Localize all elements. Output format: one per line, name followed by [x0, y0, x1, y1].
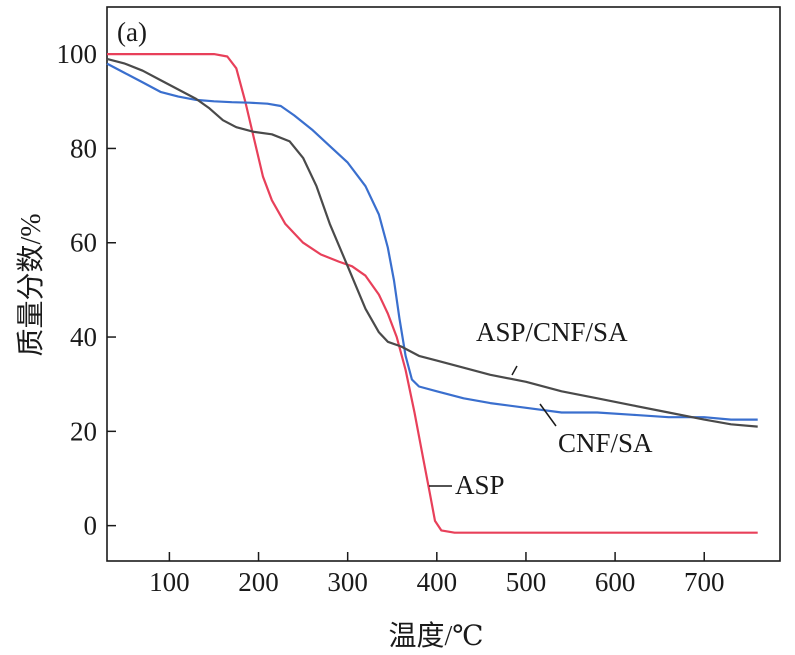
annotation-label: CNF/SA — [558, 428, 653, 458]
series-line-asp — [107, 53, 758, 534]
y-tick-label: 100 — [57, 39, 98, 69]
annotation-leader — [539, 403, 557, 427]
plot-frame — [106, 6, 781, 562]
y-tick-label: 60 — [70, 228, 97, 258]
series-line-cnf-sa — [106, 62, 758, 421]
x-axis: 100 200 300 400 500 600 700 — [149, 552, 724, 597]
annotation-label: ASP — [455, 470, 505, 500]
x-tick-label: 200 — [238, 567, 279, 597]
y-tick-label: 0 — [84, 511, 98, 541]
x-tick-label: 400 — [417, 567, 458, 597]
series-lines — [106, 53, 758, 534]
annotation-label: ASP/CNF/SA — [476, 317, 628, 347]
x-tick-label: 300 — [327, 567, 368, 597]
y-tick-label: 40 — [70, 322, 97, 352]
series-line-asp-cnf-sa — [106, 57, 758, 428]
x-tick-label: 100 — [149, 567, 190, 597]
x-tick-label: 500 — [506, 567, 547, 597]
y-axis-label: 质量分数/% — [15, 213, 47, 356]
annotations: ASP/CNF/SA CNF/SA ASP — [429, 317, 653, 500]
y-axis: 0 20 40 60 80 100 — [57, 39, 116, 541]
x-tick-label: 700 — [684, 567, 725, 597]
annotation-leader — [511, 365, 518, 376]
y-tick-label: 20 — [70, 416, 97, 446]
x-tick-label: 600 — [595, 567, 636, 597]
panel-label: (a) — [117, 17, 147, 47]
x-axis-label: 温度/℃ — [388, 620, 483, 652]
y-tick-label: 80 — [70, 133, 97, 163]
